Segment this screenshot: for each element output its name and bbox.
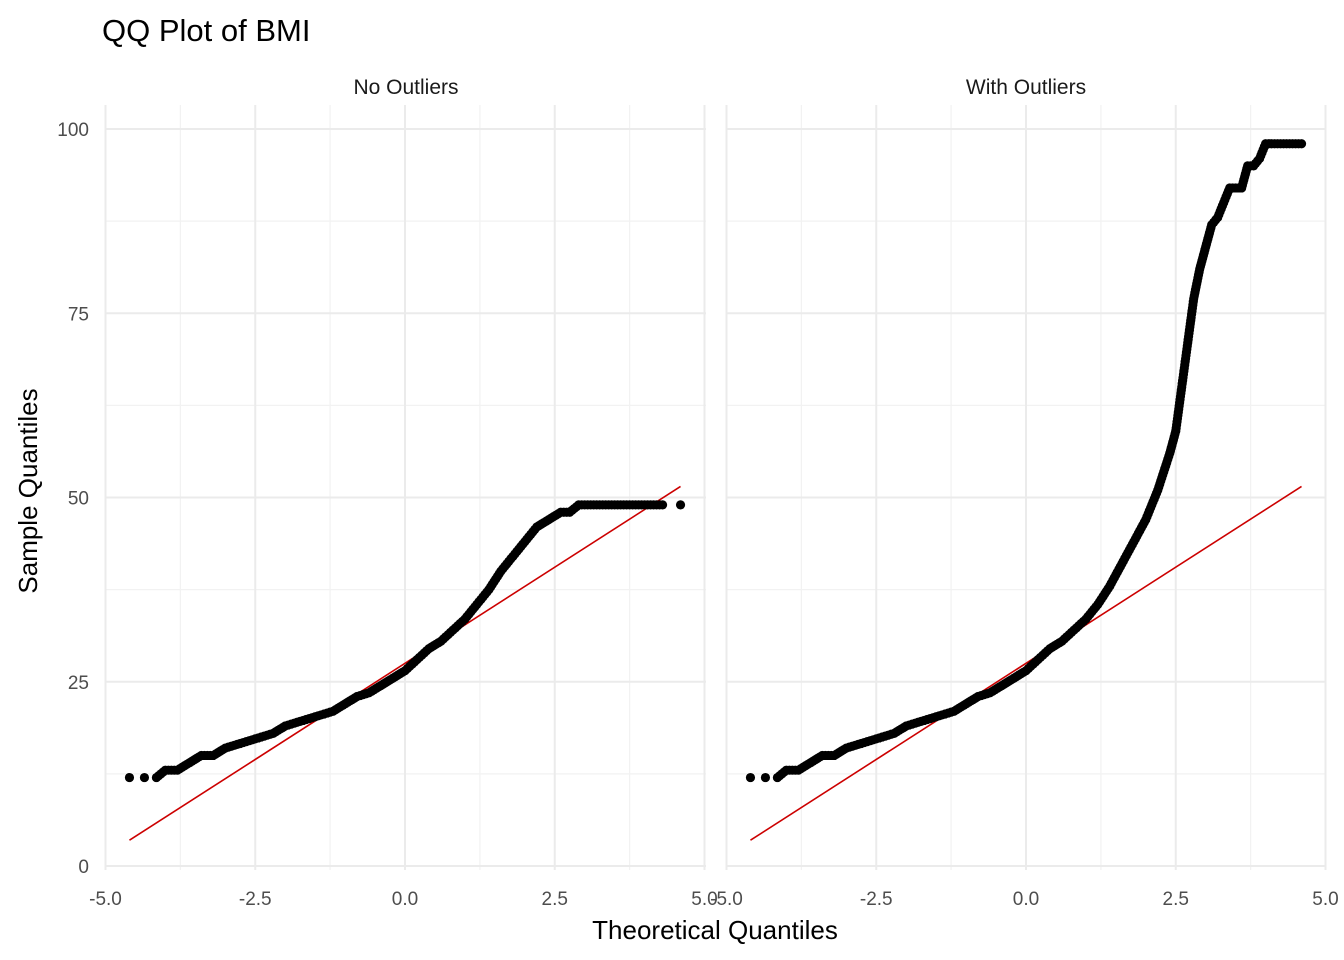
panel-1: With Outliers -5.0 -2.5 0.0 2.5 5.0: [710, 76, 1339, 910]
panel-strip-label: With Outliers: [966, 76, 1086, 99]
x-tick-label: -2.5: [860, 889, 893, 910]
y-tick-label: 50: [68, 489, 89, 510]
data-point: [745, 772, 756, 783]
data-point: [654, 500, 665, 510]
x-tick-label: 2.5: [542, 889, 568, 910]
y-tick-label: 75: [68, 304, 89, 325]
chart-title: QQ Plot of BMI: [102, 13, 310, 48]
x-tick-label: 2.5: [1163, 889, 1189, 910]
x-tick-label: -5.0: [710, 889, 743, 910]
x-tick-label: 5.0: [691, 889, 717, 910]
x-tick-label: 0.0: [1013, 889, 1039, 910]
x-tick-label: 0.0: [392, 889, 418, 910]
qq-reference-line: [750, 485, 1302, 841]
panel-strip-label: No Outliers: [353, 76, 458, 99]
x-axis-title: Theoretical Quantiles: [592, 915, 838, 945]
data-point: [675, 500, 686, 510]
data-point: [1293, 139, 1304, 149]
y-tick-label: 25: [68, 673, 89, 694]
facet-panels: No Outliers -5.0 -2.5 0.0 2.5 5.0 0 25 50 75 100 Wi…: [57, 76, 1338, 910]
x-tick-label: 5.0: [1312, 889, 1338, 910]
data-point: [124, 772, 135, 783]
y-tick-label: 0: [78, 857, 89, 878]
x-tick-label: -5.0: [89, 889, 122, 910]
panel-0: No Outliers -5.0 -2.5 0.0 2.5 5.0 0 25 50 75 100: [57, 76, 717, 910]
y-axis-title: Sample Quantiles: [13, 388, 43, 593]
y-tick-label: 100: [57, 120, 89, 141]
x-tick-label: -2.5: [239, 889, 272, 910]
qq-reference-line: [129, 485, 681, 841]
data-point: [760, 772, 771, 783]
data-point: [139, 772, 150, 783]
